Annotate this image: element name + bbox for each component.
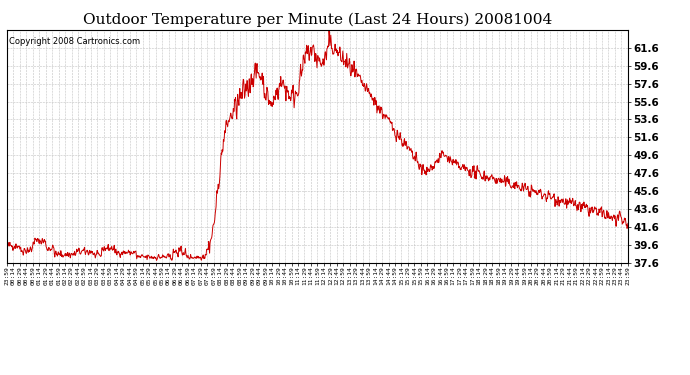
Title: Outdoor Temperature per Minute (Last 24 Hours) 20081004: Outdoor Temperature per Minute (Last 24 … [83,13,552,27]
Text: Copyright 2008 Cartronics.com: Copyright 2008 Cartronics.com [9,37,140,46]
